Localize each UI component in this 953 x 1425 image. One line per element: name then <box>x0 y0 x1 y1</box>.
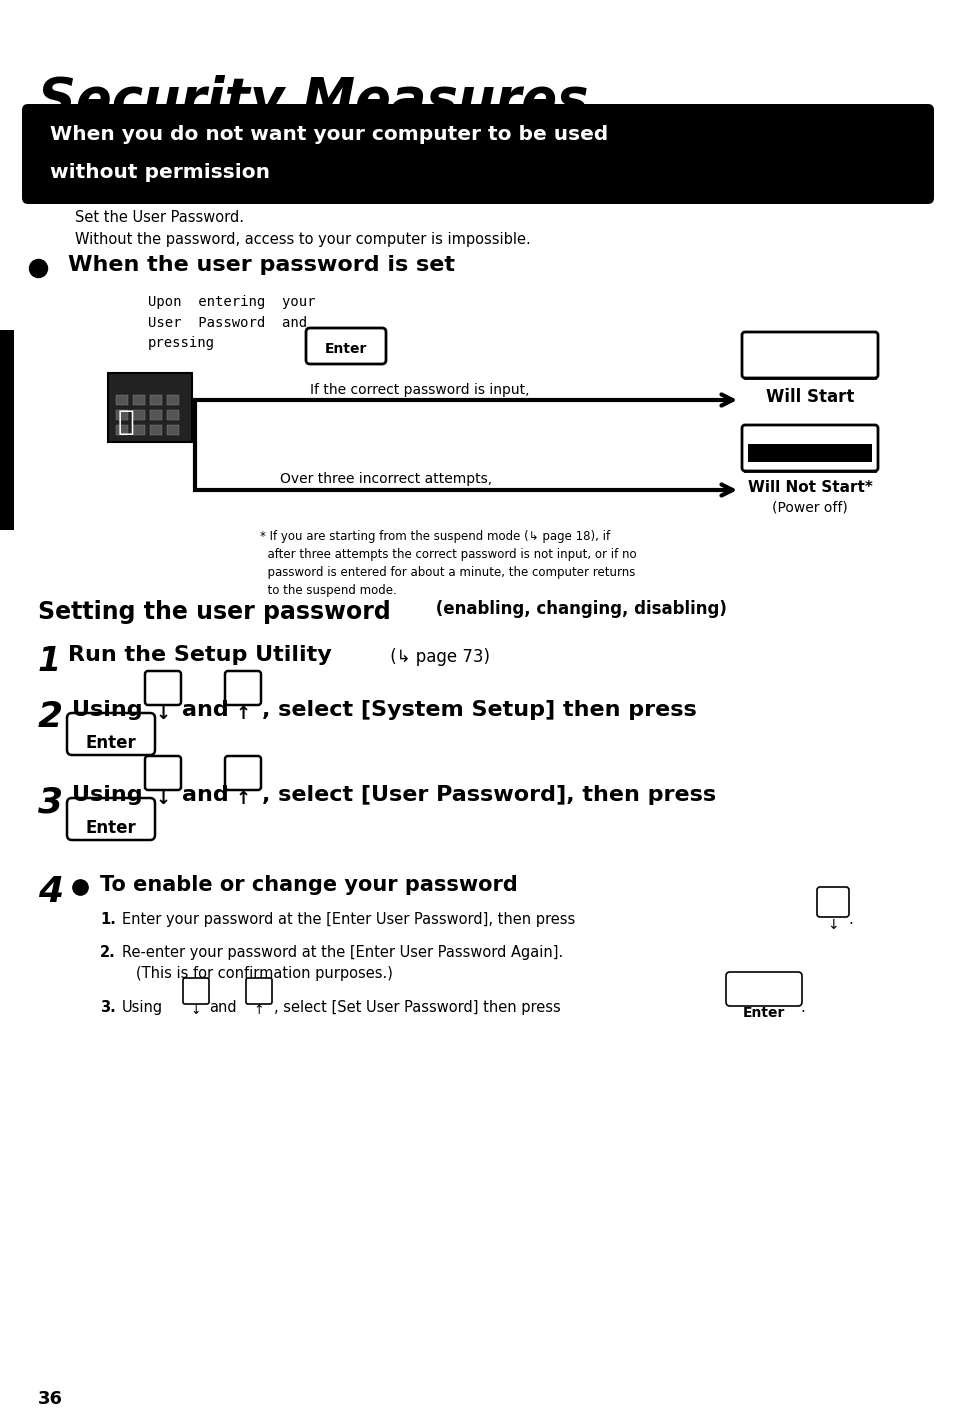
Text: * If you are starting from the suspend mode (↳ page 18), if
  after three attemp: * If you are starting from the suspend m… <box>260 530 636 597</box>
FancyBboxPatch shape <box>132 425 145 435</box>
Text: Without the password, access to your computer is impossible.: Without the password, access to your com… <box>75 232 530 247</box>
Text: 1: 1 <box>38 646 61 678</box>
FancyBboxPatch shape <box>167 410 179 420</box>
Text: ↑: ↑ <box>235 705 251 722</box>
FancyBboxPatch shape <box>306 328 386 363</box>
FancyBboxPatch shape <box>67 798 154 839</box>
Text: Upon  entering  your
User  Password  and
pressing: Upon entering your User Password and pre… <box>148 295 315 351</box>
Text: ↓: ↓ <box>826 918 838 932</box>
Text: Enter: Enter <box>86 819 136 836</box>
FancyBboxPatch shape <box>225 757 261 789</box>
Text: 3.: 3. <box>100 1000 115 1015</box>
Text: 3: 3 <box>38 785 63 819</box>
FancyBboxPatch shape <box>132 410 145 420</box>
Text: ↑: ↑ <box>253 1005 264 1017</box>
Text: When you do not want your computer to be used: When you do not want your computer to be… <box>50 125 608 144</box>
Text: , select [System Setup] then press: , select [System Setup] then press <box>262 700 696 720</box>
Text: .: . <box>800 1000 804 1015</box>
FancyBboxPatch shape <box>132 395 145 405</box>
Text: (Power off): (Power off) <box>771 500 847 514</box>
FancyBboxPatch shape <box>725 972 801 1006</box>
Text: Enter your password at the [Enter User Password], then press: Enter your password at the [Enter User P… <box>122 912 575 928</box>
Text: Setting the user password: Setting the user password <box>38 600 391 624</box>
FancyBboxPatch shape <box>741 425 877 472</box>
Text: 2: 2 <box>38 700 63 734</box>
Text: To enable or change your password: To enable or change your password <box>100 875 517 895</box>
Text: .: . <box>847 912 852 928</box>
FancyBboxPatch shape <box>167 395 179 405</box>
Text: 1.: 1. <box>100 912 115 928</box>
Text: (enabling, changing, disabling): (enabling, changing, disabling) <box>430 600 726 618</box>
Text: ⚿: ⚿ <box>118 408 134 436</box>
FancyBboxPatch shape <box>0 331 14 530</box>
Text: and: and <box>182 700 229 720</box>
Text: When the user password is set: When the user password is set <box>68 255 455 275</box>
Text: , select [Set User Password] then press: , select [Set User Password] then press <box>274 1000 560 1015</box>
Text: Security Measures: Security Measures <box>38 76 588 127</box>
FancyBboxPatch shape <box>741 332 877 378</box>
FancyBboxPatch shape <box>225 671 261 705</box>
FancyBboxPatch shape <box>116 425 128 435</box>
Text: and: and <box>182 785 229 805</box>
Text: Enter: Enter <box>86 734 136 752</box>
Text: Set the User Password.: Set the User Password. <box>75 209 244 225</box>
FancyBboxPatch shape <box>246 978 272 1005</box>
FancyBboxPatch shape <box>150 395 162 405</box>
FancyBboxPatch shape <box>116 410 128 420</box>
FancyBboxPatch shape <box>150 425 162 435</box>
Text: ↓: ↓ <box>191 1005 201 1017</box>
Text: ↑: ↑ <box>235 789 251 808</box>
FancyBboxPatch shape <box>183 978 209 1005</box>
Text: (↳ page 73): (↳ page 73) <box>385 648 490 665</box>
Text: Enter: Enter <box>742 1006 784 1020</box>
Text: Over three incorrect attempts,: Over three incorrect attempts, <box>280 472 492 486</box>
FancyBboxPatch shape <box>67 712 154 755</box>
Text: Will Not Start*: Will Not Start* <box>747 480 872 494</box>
FancyBboxPatch shape <box>145 671 181 705</box>
Text: Using: Using <box>71 700 143 720</box>
Text: Using: Using <box>71 785 143 805</box>
FancyBboxPatch shape <box>108 373 192 442</box>
FancyBboxPatch shape <box>145 757 181 789</box>
Text: 36: 36 <box>38 1389 63 1408</box>
FancyBboxPatch shape <box>116 395 128 405</box>
Text: Enter: Enter <box>324 342 367 356</box>
Text: Using: Using <box>122 1000 163 1015</box>
Text: 4: 4 <box>38 875 63 909</box>
Text: If the correct password is input,: If the correct password is input, <box>310 383 529 398</box>
FancyBboxPatch shape <box>747 445 871 462</box>
Text: Will Start: Will Start <box>765 388 853 406</box>
FancyBboxPatch shape <box>150 410 162 420</box>
FancyBboxPatch shape <box>816 886 848 918</box>
FancyBboxPatch shape <box>167 425 179 435</box>
Text: Run the Setup Utility: Run the Setup Utility <box>68 646 332 665</box>
Text: ↓: ↓ <box>155 705 171 722</box>
Text: ↓: ↓ <box>155 789 171 808</box>
Text: without permission: without permission <box>50 162 270 182</box>
Text: 2.: 2. <box>100 945 115 960</box>
Text: , select [User Password], then press: , select [User Password], then press <box>262 785 716 805</box>
Text: Re-enter your password at the [Enter User Password Again].
   (This is for confi: Re-enter your password at the [Enter Use… <box>122 945 562 980</box>
Text: and: and <box>209 1000 236 1015</box>
FancyBboxPatch shape <box>22 104 933 204</box>
